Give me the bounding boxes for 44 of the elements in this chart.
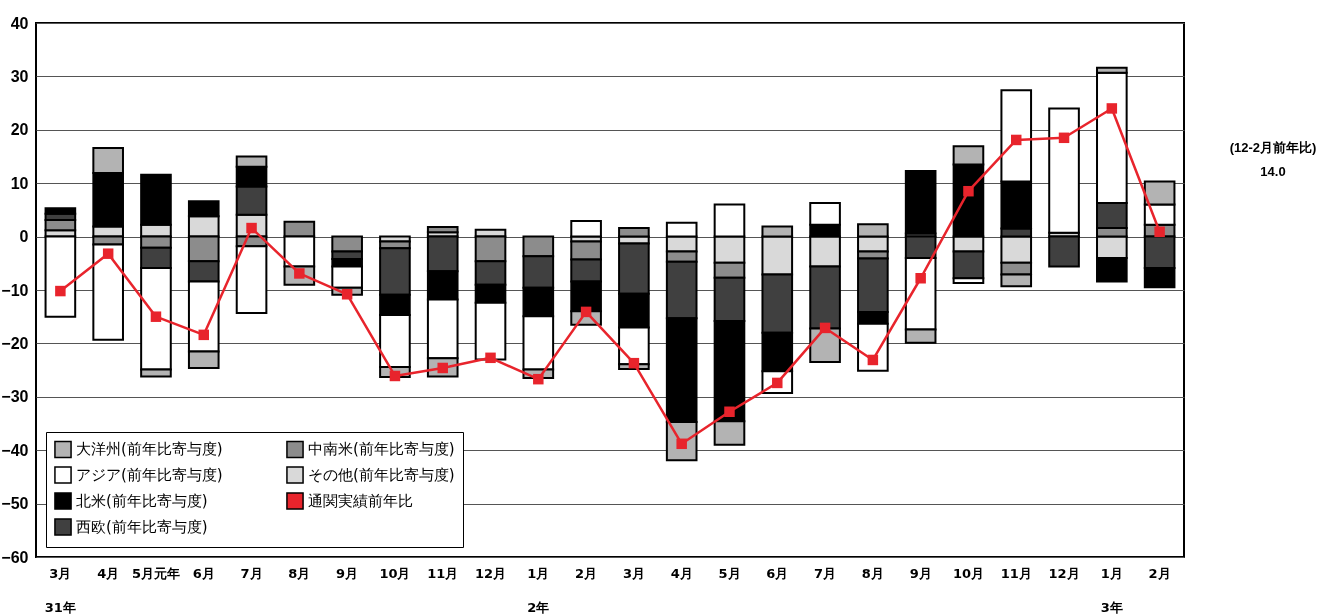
x-tick-label: 4月 xyxy=(670,565,693,581)
x-tick-label: 6月 xyxy=(192,565,215,581)
x-tick-label: 9月 xyxy=(909,565,932,581)
legend-label: アジア(前年比寄与度) xyxy=(76,466,223,484)
text: (12-2月前年比) xyxy=(1228,139,1318,157)
legend-label: 西欧(前年比寄与度) xyxy=(76,518,208,536)
x-tick-label: 11月 xyxy=(1000,565,1032,581)
x-tick-label: 3月 xyxy=(622,565,645,581)
y-tick-label: 20 xyxy=(10,121,29,139)
y-tick-label: 10 xyxy=(10,174,29,192)
legend-label: 通関実績前年比 xyxy=(308,492,413,510)
category-label: 1月 2年 xyxy=(527,565,550,615)
x-tick-label: 10月 xyxy=(379,565,411,581)
x-tick-label: 12月 xyxy=(474,565,507,581)
x-tick-label: 6月 xyxy=(766,565,789,581)
legend-label: 大洋州(前年比寄与度) xyxy=(76,440,223,459)
x-tick-label: 8月 xyxy=(288,565,311,581)
y-tick-label: 40 xyxy=(10,14,29,32)
x-tick-label: 7月 xyxy=(814,565,837,581)
x-tick-label: 9月 xyxy=(336,565,359,581)
category-label: 1月 3年 xyxy=(1100,565,1123,615)
category-label: 3月 31年 xyxy=(44,565,76,615)
legend-label: 北米(前年比寄与度) xyxy=(76,492,208,510)
y-tick-label: −40 xyxy=(1,441,29,459)
legend-label: その他(前年比寄与度) xyxy=(308,466,455,484)
x-tick-label: 8月 xyxy=(861,565,884,581)
y-tick-label: −60 xyxy=(1,548,29,566)
text: 14.0 xyxy=(1259,163,1287,181)
y-tick-label: −20 xyxy=(1,334,29,352)
x-tick-label: 11月 xyxy=(427,565,459,581)
x-tick-label: 4月 xyxy=(97,565,120,581)
x-tick-label: 7月 xyxy=(240,565,263,581)
legend-label: 中南米(前年比寄与度) xyxy=(308,440,455,459)
y-tick-label: −50 xyxy=(1,495,29,513)
y-tick-label: −30 xyxy=(1,388,29,406)
y-tick-label: 0 xyxy=(19,228,29,246)
y-tick-label: 30 xyxy=(10,67,29,85)
x-tick-label: 5月 xyxy=(718,565,741,581)
x-tick-label: 2月 xyxy=(1148,565,1171,581)
x-tick-label: 5月元年 xyxy=(131,565,180,581)
x-tick-label: 12月 xyxy=(1048,565,1080,581)
x-tick-label: 2月 xyxy=(575,565,598,581)
x-tick-label: 10月 xyxy=(952,565,984,581)
y-tick-label: −10 xyxy=(1,281,29,299)
